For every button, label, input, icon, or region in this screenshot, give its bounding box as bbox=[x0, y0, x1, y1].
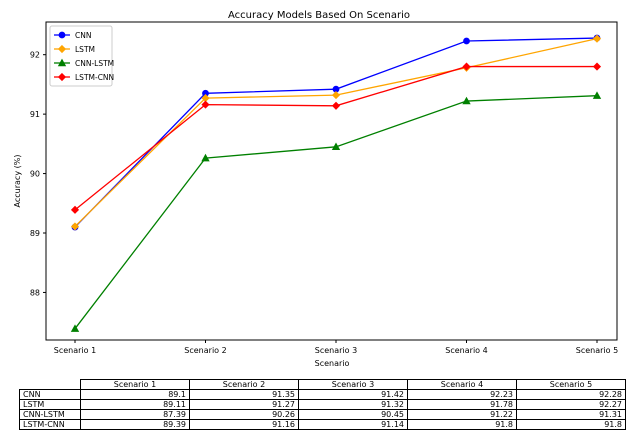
legend-marker bbox=[58, 31, 66, 39]
table-row-label: CNN bbox=[19, 389, 81, 400]
table-corner bbox=[19, 379, 81, 390]
data-point bbox=[592, 91, 602, 99]
series-layer bbox=[70, 34, 602, 332]
data-point bbox=[592, 62, 602, 71]
table-header: Scenario 3 bbox=[298, 379, 408, 390]
data-point bbox=[331, 91, 341, 100]
data-point bbox=[201, 153, 210, 162]
table-header: Scenario 2 bbox=[189, 379, 299, 390]
series-line bbox=[74, 95, 598, 330]
data-point bbox=[331, 142, 341, 151]
x-tick-label: Scenario 2 bbox=[184, 346, 226, 355]
plot-frame bbox=[45, 21, 618, 341]
table-row-label: CNN-LSTM bbox=[19, 409, 81, 420]
table-cell: 91.8 bbox=[407, 419, 517, 430]
table-cell: 89.1 bbox=[80, 389, 190, 400]
table-header: Scenario 4 bbox=[407, 379, 517, 390]
table-cell: 91.22 bbox=[407, 409, 517, 420]
data-point bbox=[70, 222, 80, 231]
x-tick-label: Scenario 4 bbox=[445, 346, 487, 355]
data-point bbox=[201, 100, 210, 109]
legend-label: CNN-LSTM bbox=[75, 59, 114, 68]
data-point bbox=[592, 34, 602, 43]
table-row-label: LSTM-CNN bbox=[19, 419, 81, 430]
chart-title: Accuracy Models Based On Scenario bbox=[228, 10, 410, 21]
data-point bbox=[462, 96, 471, 105]
data-table: Scenario 1 Scenario 2 Scenario 3 Scenari… bbox=[19, 379, 626, 430]
series-cnn-lstm bbox=[70, 91, 602, 332]
line-chart: Accuracy Models Based On Scenario 88 89 90… bbox=[13, 10, 618, 368]
table-row-label: LSTM bbox=[19, 399, 81, 410]
table-header-row: Scenario 1 Scenario 2 Scenario 3 Scenari… bbox=[19, 379, 626, 390]
data-point bbox=[70, 205, 80, 214]
data-point bbox=[331, 101, 341, 110]
table-cell: 90.45 bbox=[298, 409, 408, 420]
table-header: Scenario 1 bbox=[80, 379, 190, 390]
y-tick-label: 91 bbox=[30, 110, 40, 119]
y-tick-label: 92 bbox=[30, 51, 40, 60]
table-row: LSTM-CNN 89.39 91.16 91.14 91.8 91.8 bbox=[19, 419, 626, 430]
legend-marker bbox=[57, 58, 67, 67]
legend-label: CNN bbox=[75, 31, 91, 40]
table-cell: 91.31 bbox=[516, 409, 626, 420]
y-axis: 88 89 90 91 92 bbox=[30, 51, 46, 297]
y-tick-label: 90 bbox=[30, 170, 40, 179]
table-cell: 91.42 bbox=[298, 389, 408, 400]
x-tick-label: Scenario 3 bbox=[315, 346, 357, 355]
legend: CNN LSTM CNN-LSTM LSTM-CNN bbox=[49, 25, 114, 87]
table-row: CNN 89.1 91.35 91.42 92.23 92.28 bbox=[19, 389, 626, 400]
legend-box bbox=[49, 25, 113, 87]
table-cell: 90.26 bbox=[189, 409, 299, 420]
table-cell: 91.14 bbox=[298, 419, 408, 430]
legend-marker bbox=[57, 72, 67, 82]
data-point bbox=[70, 324, 80, 332]
table-cell: 91.16 bbox=[189, 419, 299, 430]
x-tick-label: Scenario 1 bbox=[54, 346, 96, 355]
y-axis-label: Accuracy (%) bbox=[13, 155, 22, 208]
y-tick-label: 89 bbox=[30, 229, 40, 238]
y-tick-label: 88 bbox=[30, 288, 40, 297]
table-cell: 91.27 bbox=[189, 399, 299, 410]
series-lstm bbox=[70, 34, 602, 231]
table-cell: 92.23 bbox=[407, 389, 517, 400]
table-cell: 92.27 bbox=[516, 399, 626, 410]
x-axis-label: Scenario bbox=[315, 359, 350, 368]
table-header: Scenario 5 bbox=[516, 379, 626, 390]
x-axis: Scenario 1 Scenario 2 Scenario 3 Scenario 4… bbox=[54, 340, 618, 355]
table-row: LSTM 89.11 91.27 91.32 91.78 92.27 bbox=[19, 399, 626, 410]
table-cell: 91.78 bbox=[407, 399, 517, 410]
data-point bbox=[463, 37, 470, 45]
legend-marker bbox=[57, 44, 67, 54]
table-cell: 91.8 bbox=[516, 419, 626, 430]
table-cell: 92.28 bbox=[516, 389, 626, 400]
data-point bbox=[462, 62, 471, 71]
table-cell: 91.32 bbox=[298, 399, 408, 410]
legend-label: LSTM bbox=[75, 45, 95, 54]
table-cell: 89.11 bbox=[80, 399, 190, 410]
series-lstm-cnn bbox=[70, 62, 602, 214]
table-cell: 91.35 bbox=[189, 389, 299, 400]
table-row: CNN-LSTM 87.39 90.26 90.45 91.22 91.31 bbox=[19, 409, 626, 420]
series-cnn bbox=[71, 34, 601, 231]
legend-label: LSTM-CNN bbox=[75, 73, 114, 82]
x-tick-label: Scenario 5 bbox=[576, 346, 618, 355]
table-cell: 89.39 bbox=[80, 419, 190, 430]
table-cell: 87.39 bbox=[80, 409, 190, 420]
